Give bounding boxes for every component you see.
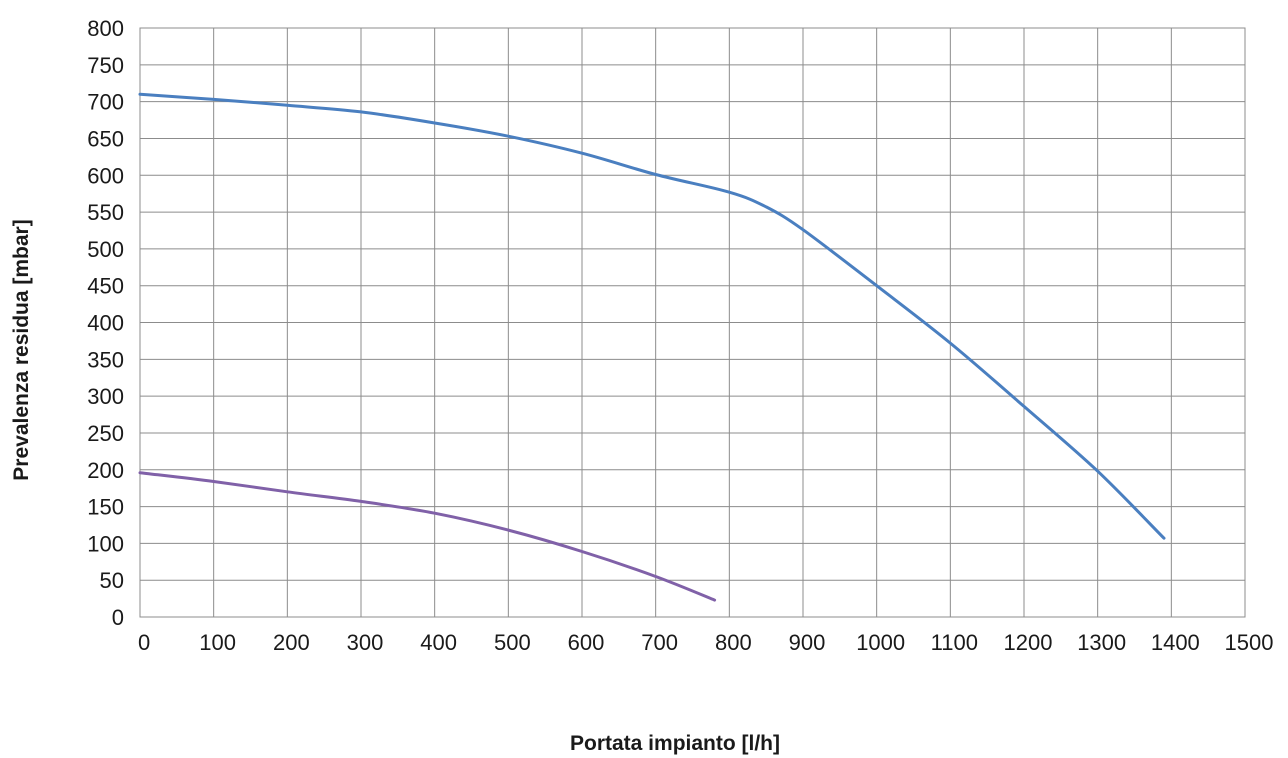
y-tick-label: 100	[87, 531, 124, 556]
x-tick-label: 1500	[1225, 630, 1274, 655]
y-tick-label: 650	[87, 126, 124, 151]
y-tick-label: 50	[100, 568, 124, 593]
x-tick-label: 1300	[1077, 630, 1126, 655]
y-tick-label: 550	[87, 200, 124, 225]
y-tick-label: 400	[87, 311, 124, 336]
y-tick-label: 700	[87, 90, 124, 115]
x-tick-label: 300	[347, 630, 384, 655]
y-tick-label: 150	[87, 495, 124, 520]
y-tick-label: 350	[87, 347, 124, 372]
x-tick-label: 500	[494, 630, 531, 655]
series-line-2	[138, 471, 717, 602]
series-group	[138, 92, 1166, 602]
x-tick-label: 400	[420, 630, 457, 655]
y-tick-label: 450	[87, 274, 124, 299]
tick-labels: 0 100 200 300 400 500 600 700 800 900 1000 1100 1200…	[87, 16, 1273, 655]
x-tick-label: 1100	[931, 630, 978, 655]
plot-frame	[139, 27, 1246, 618]
y-tick-label: 600	[87, 163, 124, 188]
y-tick-label: 200	[87, 458, 124, 483]
y-axis-title: Prevalenza residua [mbar]	[10, 219, 33, 480]
x-tick-label: 0	[138, 630, 150, 655]
x-tick-label: 1000	[856, 630, 905, 655]
y-tick-label: 0	[112, 605, 124, 630]
y-tick-label: 750	[87, 53, 124, 78]
series-line-1	[138, 92, 1166, 540]
x-tick-label: 900	[789, 630, 826, 655]
y-tick-label: 250	[87, 421, 124, 446]
x-tick-label: 1400	[1151, 630, 1200, 655]
y-tick-label: 500	[87, 237, 124, 262]
x-tick-label: 600	[568, 630, 605, 655]
x-tick-label: 200	[273, 630, 310, 655]
x-axis-title: Portata impianto [l/h]	[570, 732, 780, 755]
y-tick-label: 300	[87, 384, 124, 409]
x-tick-label: 800	[715, 630, 752, 655]
y-tick-label: 800	[87, 16, 124, 41]
x-tick-label: 1200	[1004, 630, 1053, 655]
grid	[139, 27, 1246, 618]
x-tick-label: 700	[641, 630, 678, 655]
x-tick-label: 100	[199, 630, 236, 655]
